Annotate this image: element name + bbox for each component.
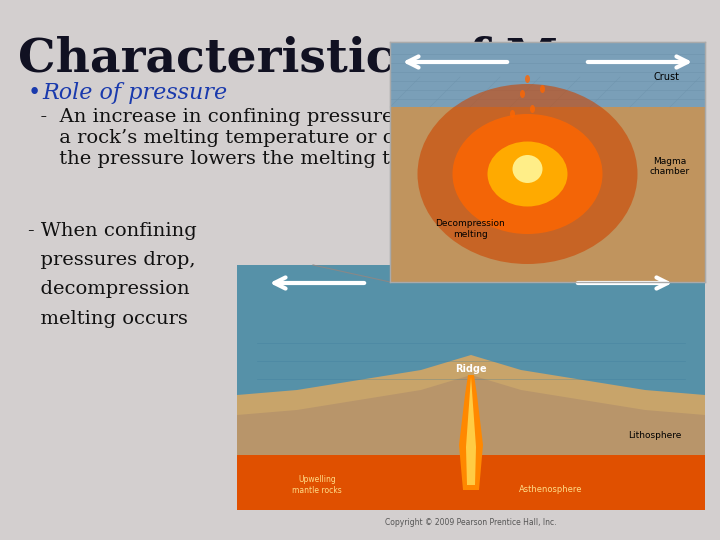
Polygon shape	[466, 377, 476, 485]
Ellipse shape	[513, 155, 542, 183]
Text: Copyright © 2009 Pearson Prentice Hall, Inc.: Copyright © 2009 Pearson Prentice Hall, …	[385, 518, 557, 527]
Ellipse shape	[418, 84, 637, 264]
Text: Characteristics of Magma: Characteristics of Magma	[18, 35, 702, 82]
Polygon shape	[390, 42, 705, 107]
Polygon shape	[237, 265, 705, 395]
Text: Crust: Crust	[654, 72, 680, 82]
Text: -  An increase in confining pressure causes an increase in: - An increase in confining pressure caus…	[28, 108, 612, 126]
Ellipse shape	[520, 90, 525, 98]
Text: Asthenosphere: Asthenosphere	[519, 485, 582, 495]
Polygon shape	[237, 265, 705, 510]
Ellipse shape	[525, 75, 530, 83]
Text: Lithosphere: Lithosphere	[629, 430, 682, 440]
Text: - When confining
  pressures drop,
  decompression
  melting occurs: - When confining pressures drop, decompr…	[28, 222, 197, 328]
Polygon shape	[459, 375, 483, 490]
Ellipse shape	[487, 141, 567, 206]
Text: Upwelling
mantle rocks: Upwelling mantle rocks	[292, 475, 342, 495]
Polygon shape	[237, 455, 705, 510]
Text: Role of pressure: Role of pressure	[42, 82, 227, 104]
Text: Ridge: Ridge	[455, 364, 487, 374]
Text: a rock’s melting temperature or conversely, reducing: a rock’s melting temperature or converse…	[28, 129, 587, 147]
Ellipse shape	[452, 114, 603, 234]
Text: the pressure lowers the melting temperature: the pressure lowers the melting temperat…	[28, 150, 506, 168]
Ellipse shape	[530, 105, 535, 113]
Polygon shape	[237, 375, 705, 455]
Ellipse shape	[540, 85, 545, 93]
Text: Magma
chamber: Magma chamber	[650, 157, 690, 177]
Ellipse shape	[510, 110, 515, 118]
Text: •: •	[28, 82, 41, 104]
Polygon shape	[390, 42, 705, 282]
Text: Decompression
melting: Decompression melting	[435, 219, 505, 239]
